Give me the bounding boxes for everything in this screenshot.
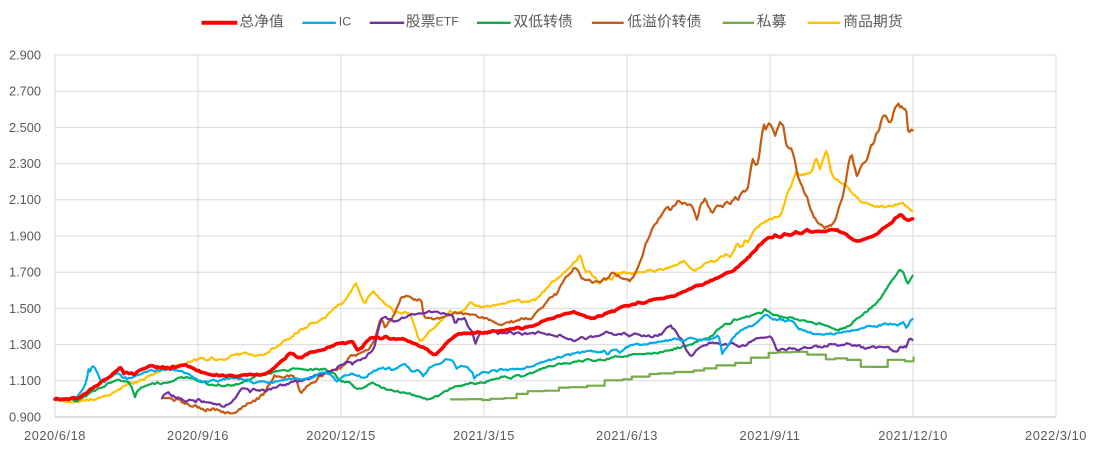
- svg-text:IC: IC: [339, 15, 351, 29]
- svg-text:2020/9/16: 2020/9/16: [167, 428, 229, 443]
- svg-text:1.900: 1.900: [9, 228, 41, 243]
- svg-text:1.100: 1.100: [9, 373, 41, 388]
- svg-text:1.500: 1.500: [9, 301, 41, 316]
- svg-text:2020/6/18: 2020/6/18: [24, 428, 86, 443]
- svg-text:2021/6/13: 2021/6/13: [596, 428, 658, 443]
- svg-text:2020/12/15: 2020/12/15: [306, 428, 376, 443]
- svg-text:2.500: 2.500: [9, 120, 41, 135]
- svg-text:1.700: 1.700: [9, 265, 41, 280]
- svg-text:2.700: 2.700: [9, 84, 41, 99]
- svg-text:2021/12/10: 2021/12/10: [878, 428, 948, 443]
- svg-text:2.100: 2.100: [9, 192, 41, 207]
- svg-text:1.300: 1.300: [9, 337, 41, 352]
- svg-text:2021/9/11: 2021/9/11: [740, 428, 801, 443]
- svg-text:2.900: 2.900: [9, 47, 41, 62]
- svg-text:2021/3/15: 2021/3/15: [453, 428, 515, 443]
- svg-text:2022/3/10: 2022/3/10: [1025, 428, 1087, 443]
- svg-text:ETF: ETF: [436, 15, 460, 29]
- svg-text:2.300: 2.300: [9, 156, 41, 171]
- svg-text:0.900: 0.900: [9, 409, 41, 424]
